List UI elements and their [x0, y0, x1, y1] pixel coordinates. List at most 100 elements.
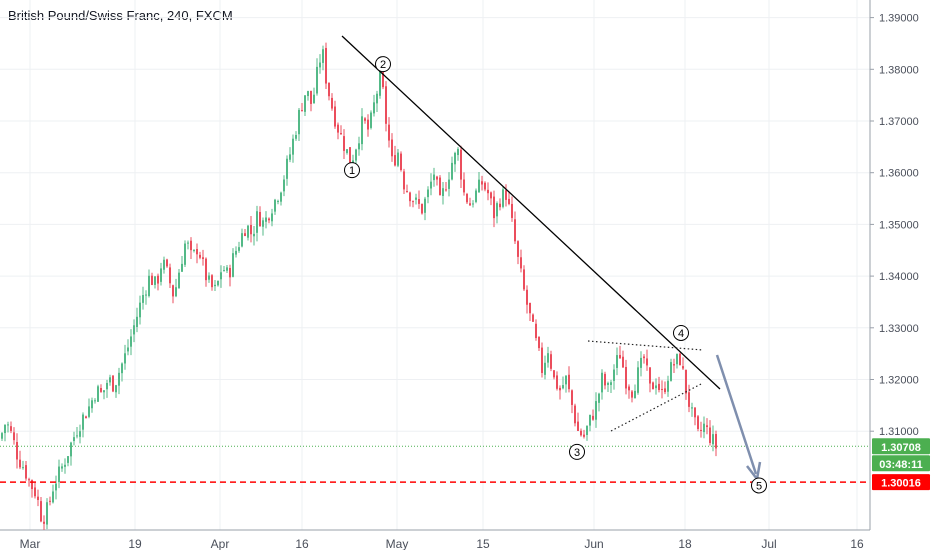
candle — [349, 147, 351, 164]
wave-label-circle — [375, 56, 391, 73]
candle — [673, 358, 675, 374]
wave-label-1[interactable]: 1 — [344, 162, 360, 179]
candle — [481, 175, 483, 191]
candle — [298, 108, 300, 141]
candle-body — [250, 224, 252, 235]
candle — [319, 54, 321, 74]
candle — [604, 371, 606, 390]
candle-body — [58, 466, 60, 483]
y-tick-label: 1.34000 — [879, 271, 919, 283]
wave-label-5[interactable]: 5 — [751, 477, 767, 494]
candle-body — [532, 314, 534, 322]
candle — [613, 364, 615, 390]
projection-arrow-shaft[interactable] — [715, 354, 758, 475]
candle — [157, 273, 159, 291]
candle — [103, 390, 105, 400]
candle — [631, 390, 633, 403]
candle-body — [643, 356, 645, 359]
candle-body — [55, 483, 57, 491]
candle — [580, 428, 582, 437]
candle — [220, 265, 222, 288]
candle — [253, 226, 255, 246]
candle — [19, 450, 21, 470]
candle — [346, 149, 348, 155]
candle — [13, 427, 15, 445]
wave-label-3[interactable]: 3 — [569, 443, 585, 460]
candle-body — [76, 435, 78, 437]
candle-body — [100, 388, 102, 392]
candle — [70, 441, 72, 466]
candle — [163, 256, 165, 274]
candle-body — [349, 147, 351, 164]
candle-body — [343, 136, 345, 151]
wave-label-circle — [569, 443, 585, 460]
candle-body — [427, 189, 429, 198]
candle-body — [484, 182, 486, 190]
candle-body — [136, 316, 138, 328]
candle — [577, 412, 579, 432]
candle-body — [178, 272, 180, 289]
candle-body — [304, 95, 306, 112]
candle-body — [379, 70, 381, 96]
triangle-upper-line[interactable] — [587, 340, 704, 351]
candle-body — [4, 424, 6, 434]
candle — [247, 224, 249, 241]
candle — [610, 379, 612, 393]
candle-body — [475, 190, 477, 202]
candle-body — [604, 373, 606, 386]
candle — [616, 347, 618, 376]
candle-body — [574, 405, 576, 424]
candle-body — [175, 287, 177, 297]
candle-body — [13, 432, 15, 441]
candle-body — [529, 302, 531, 314]
candle — [7, 421, 9, 433]
candle — [361, 108, 363, 151]
candle-body — [319, 62, 321, 68]
candle-body — [160, 268, 162, 282]
candle-body — [22, 467, 24, 469]
candle-body — [433, 174, 435, 181]
candle — [394, 145, 396, 167]
candle — [526, 285, 528, 314]
y-tick-label: 1.37000 — [879, 116, 919, 128]
candle — [175, 278, 177, 298]
candle — [355, 148, 357, 166]
candle — [439, 175, 441, 196]
triangle-lower-line[interactable] — [610, 382, 704, 432]
candle — [328, 82, 330, 101]
candle — [706, 418, 708, 435]
candle-body — [535, 323, 537, 339]
candle — [313, 87, 315, 104]
candle — [454, 151, 456, 172]
candle — [490, 191, 492, 206]
candle-body — [310, 90, 312, 104]
candle — [655, 378, 657, 395]
candle-body — [88, 406, 90, 417]
candle-body — [463, 179, 465, 193]
candle-body — [568, 374, 570, 390]
candle-body — [691, 407, 693, 409]
candle — [595, 392, 597, 428]
candle-body — [94, 400, 96, 402]
candle-body — [154, 276, 156, 285]
candle-body — [598, 393, 600, 403]
candle-body — [481, 181, 483, 185]
candle-body — [145, 294, 147, 296]
wave-label-2[interactable]: 2 — [375, 56, 391, 73]
candle — [559, 385, 561, 400]
candle — [181, 255, 183, 272]
candle-body — [148, 275, 150, 296]
wave-label-4[interactable]: 4 — [673, 324, 689, 341]
candle-body — [97, 386, 99, 402]
candle-body — [394, 155, 396, 166]
candle — [49, 496, 51, 506]
candle-body — [193, 249, 195, 251]
wave-label-number: 1 — [349, 165, 355, 177]
candle-body — [280, 192, 282, 202]
trend-line[interactable] — [341, 35, 721, 390]
candle-body — [70, 442, 72, 457]
candle — [37, 489, 39, 507]
candle — [1, 432, 3, 441]
candle — [178, 269, 180, 289]
